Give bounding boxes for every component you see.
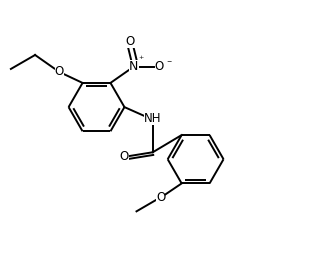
- Text: NH: NH: [144, 112, 161, 125]
- Text: O: O: [156, 191, 165, 204]
- Text: $^+$: $^+$: [137, 55, 145, 64]
- Text: O: O: [55, 65, 64, 78]
- Text: $^-$: $^-$: [165, 58, 173, 67]
- Text: N: N: [129, 60, 138, 73]
- Text: O: O: [125, 35, 135, 47]
- Text: O: O: [119, 150, 129, 163]
- Text: O: O: [155, 60, 164, 73]
